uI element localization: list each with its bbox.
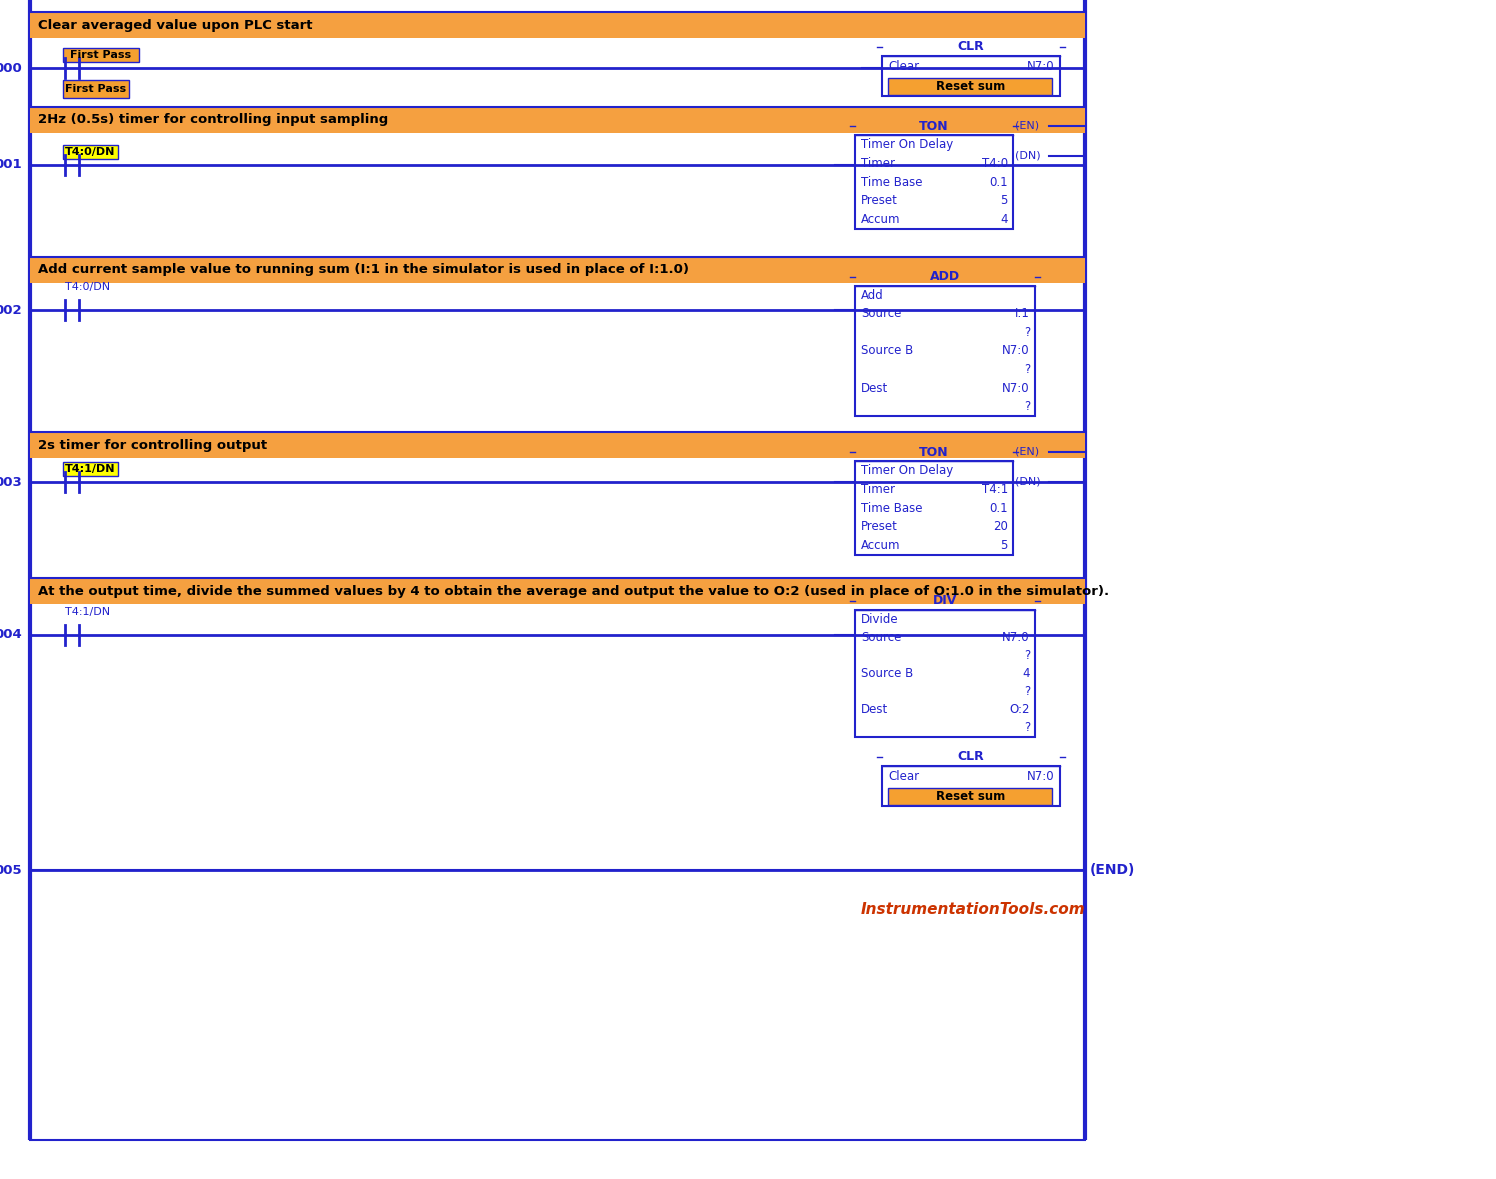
Text: Time Base: Time Base xyxy=(862,501,923,514)
Text: Timer On Delay: Timer On Delay xyxy=(862,138,953,151)
Text: Preset: Preset xyxy=(862,195,898,208)
Text: CLR: CLR xyxy=(957,40,984,53)
Text: Source B: Source B xyxy=(862,344,913,357)
Bar xyxy=(63,48,139,62)
Text: 000: 000 xyxy=(0,61,22,74)
Bar xyxy=(856,461,1013,555)
Text: Dest: Dest xyxy=(862,704,889,717)
Bar xyxy=(883,55,1061,95)
Text: Preset: Preset xyxy=(862,520,898,533)
Text: TON: TON xyxy=(919,119,948,132)
Text: Source: Source xyxy=(862,308,902,321)
Text: Divide: Divide xyxy=(862,613,899,626)
Bar xyxy=(856,286,1035,416)
Text: (EN): (EN) xyxy=(1014,121,1040,131)
Text: TON: TON xyxy=(919,446,948,459)
Bar xyxy=(63,462,118,476)
Text: N7:0: N7:0 xyxy=(1002,382,1031,395)
Text: ?: ? xyxy=(1023,325,1031,338)
Text: I:1: I:1 xyxy=(1016,308,1031,321)
Text: ?: ? xyxy=(1023,685,1031,698)
Bar xyxy=(63,80,129,98)
Text: Accum: Accum xyxy=(862,539,901,552)
Text: N7:0: N7:0 xyxy=(1028,59,1055,72)
Text: Timer: Timer xyxy=(862,482,895,495)
Text: Source: Source xyxy=(862,631,902,644)
Text: 4: 4 xyxy=(1022,667,1031,680)
Text: T4:0: T4:0 xyxy=(981,157,1008,170)
Text: T4:0/DN: T4:0/DN xyxy=(66,147,115,157)
Text: Add current sample value to running sum (I:1 in the simulator is used in place o: Add current sample value to running sum … xyxy=(37,263,690,277)
Text: ?: ? xyxy=(1023,648,1031,661)
Text: 4: 4 xyxy=(1001,213,1008,226)
Text: T4:0/DN: T4:0/DN xyxy=(64,282,111,292)
Text: Reset sum: Reset sum xyxy=(936,79,1005,92)
Bar xyxy=(30,107,1085,133)
Text: T4:1/DN: T4:1/DN xyxy=(64,607,111,617)
Text: T4:1/DN: T4:1/DN xyxy=(66,465,115,474)
Text: Source B: Source B xyxy=(862,667,913,680)
Text: 002: 002 xyxy=(0,303,22,316)
Text: CLR: CLR xyxy=(957,751,984,764)
Text: InstrumentationTools.com: InstrumentationTools.com xyxy=(860,902,1085,917)
Text: 005: 005 xyxy=(0,863,22,876)
Text: Accum: Accum xyxy=(862,213,901,226)
Text: Clear averaged value upon PLC start: Clear averaged value upon PLC start xyxy=(37,19,313,32)
Text: 001: 001 xyxy=(0,158,22,171)
Text: T4:1: T4:1 xyxy=(981,482,1008,495)
Text: Time Base: Time Base xyxy=(862,176,923,189)
Text: At the output time, divide the summed values by 4 to obtain the average and outp: At the output time, divide the summed va… xyxy=(37,585,1109,598)
Text: 20: 20 xyxy=(993,520,1008,533)
Bar xyxy=(889,78,1052,94)
Text: ADD: ADD xyxy=(931,270,960,283)
Bar xyxy=(63,145,118,159)
Text: 2s timer for controlling output: 2s timer for controlling output xyxy=(37,439,268,452)
Text: Clear: Clear xyxy=(889,770,919,783)
Bar xyxy=(856,610,1035,737)
Text: (DN): (DN) xyxy=(1014,477,1041,487)
Text: Dest: Dest xyxy=(862,382,889,395)
Text: 004: 004 xyxy=(0,628,22,641)
Text: 5: 5 xyxy=(1001,539,1008,552)
Bar xyxy=(30,12,1085,38)
Text: ?: ? xyxy=(1023,400,1031,413)
Text: Reset sum: Reset sum xyxy=(936,790,1005,803)
Text: (END): (END) xyxy=(1091,863,1135,877)
Bar xyxy=(883,766,1061,806)
Text: (DN): (DN) xyxy=(1014,151,1041,162)
Text: 5: 5 xyxy=(1001,195,1008,208)
Text: N7:0: N7:0 xyxy=(1002,344,1031,357)
Text: (EN): (EN) xyxy=(1014,447,1040,457)
Bar xyxy=(30,578,1085,604)
Text: First Pass: First Pass xyxy=(70,50,132,60)
Text: ?: ? xyxy=(1023,722,1031,735)
Text: O:2: O:2 xyxy=(1010,704,1031,717)
Text: Timer On Delay: Timer On Delay xyxy=(862,463,953,476)
Bar xyxy=(30,257,1085,283)
Text: N7:0: N7:0 xyxy=(1028,770,1055,783)
Text: ?: ? xyxy=(1023,363,1031,376)
Bar xyxy=(30,432,1085,457)
Bar xyxy=(889,788,1052,804)
Text: First Pass: First Pass xyxy=(66,84,127,94)
Bar xyxy=(856,136,1013,229)
Text: 003: 003 xyxy=(0,475,22,488)
Text: Clear: Clear xyxy=(889,59,919,72)
Text: 0.1: 0.1 xyxy=(989,501,1008,514)
Text: 0.1: 0.1 xyxy=(989,176,1008,189)
Text: 2Hz (0.5s) timer for controlling input sampling: 2Hz (0.5s) timer for controlling input s… xyxy=(37,113,389,126)
Text: N7:0: N7:0 xyxy=(1002,631,1031,644)
Text: DIV: DIV xyxy=(934,594,957,607)
Text: Add: Add xyxy=(862,289,884,302)
Text: Timer: Timer xyxy=(862,157,895,170)
